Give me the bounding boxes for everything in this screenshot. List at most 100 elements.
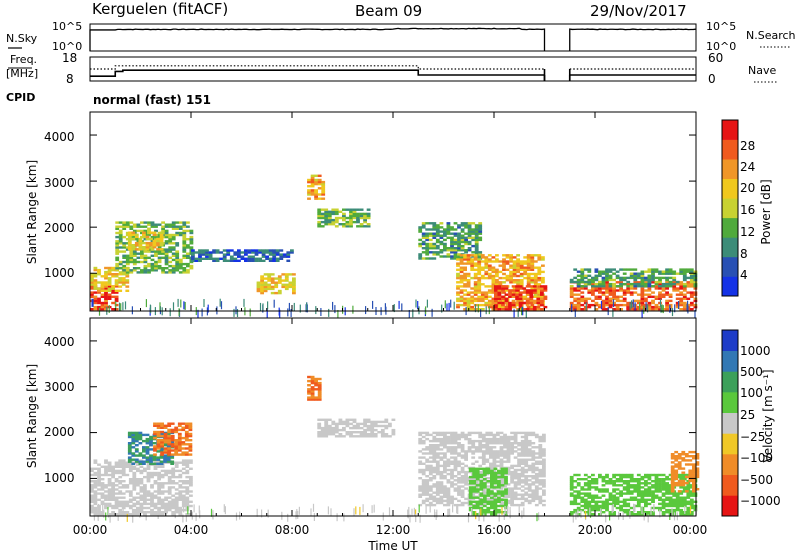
- data-cell: [516, 279, 520, 282]
- data-cell: [439, 487, 444, 490]
- data-cell: [472, 511, 477, 514]
- data-cell: [622, 508, 627, 512]
- data-cell: [125, 504, 130, 508]
- data-cell: [150, 264, 155, 268]
- data-cell: [636, 482, 641, 485]
- data-cell: [450, 448, 454, 451]
- data-cell: [693, 506, 698, 510]
- data-cell: [677, 463, 682, 466]
- data-cell: [435, 501, 440, 505]
- data-cell: [175, 227, 180, 230]
- data-cell: [594, 282, 599, 286]
- data-cell: [244, 253, 248, 256]
- data-cell: [608, 496, 613, 499]
- data-cell: [471, 251, 476, 254]
- data-cell: [512, 281, 517, 284]
- data-cell: [425, 448, 430, 451]
- data-cell: [487, 301, 492, 305]
- data-cell: [107, 492, 112, 495]
- data-cell: [537, 303, 542, 307]
- data-cell: [138, 433, 143, 437]
- data-cell: [418, 437, 423, 441]
- data-cell: [118, 461, 123, 464]
- data-cell: [684, 481, 689, 485]
- data-cell: [372, 300, 374, 309]
- data-cell: [164, 267, 169, 270]
- data-cell: [284, 273, 289, 276]
- data-cell: [525, 303, 530, 307]
- noise-right-tick-low: 10^0: [706, 40, 736, 53]
- data-cell: [320, 433, 325, 436]
- power-ylabel: Slant Range [km]: [25, 160, 39, 264]
- data-cell: [189, 461, 193, 464]
- data-cell: [146, 471, 151, 475]
- data-cell: [530, 254, 535, 257]
- data-cell: [605, 283, 609, 286]
- data-cell: [591, 480, 595, 483]
- data-cell: [334, 305, 336, 314]
- data-cell: [435, 452, 440, 455]
- data-cell: [174, 469, 179, 473]
- data-cell: [290, 251, 294, 254]
- data-cell: [651, 506, 655, 510]
- data-cell: [522, 287, 527, 290]
- data-cell: [93, 498, 98, 501]
- data-cell: [518, 297, 523, 300]
- data-cell: [121, 492, 126, 495]
- data-cell: [93, 266, 98, 270]
- data-cell: [626, 480, 631, 483]
- data-cell: [463, 254, 467, 257]
- data-cell: [229, 257, 234, 260]
- data-cell: [450, 501, 454, 505]
- data-cell: [428, 460, 433, 463]
- data-cell: [178, 308, 180, 317]
- data-cell: [594, 480, 599, 483]
- data-cell: [475, 471, 480, 475]
- data-cell: [279, 253, 284, 256]
- data-cell: [198, 249, 202, 252]
- data-cell: [185, 463, 190, 466]
- data-cell: [647, 282, 652, 286]
- data-cell: [122, 256, 127, 259]
- data-cell: [157, 511, 161, 514]
- data-cell: [457, 460, 461, 463]
- data-cell: [460, 247, 465, 250]
- data-cell: [479, 475, 484, 479]
- data-cell: [686, 303, 688, 312]
- data-cell: [541, 256, 545, 259]
- data-cell: [615, 496, 620, 499]
- data-cell: [140, 252, 144, 255]
- data-cell: [493, 502, 498, 506]
- data-cell: [665, 287, 669, 290]
- data-cell: [139, 496, 144, 499]
- data-cell: [580, 500, 585, 503]
- data-cell: [100, 287, 105, 290]
- noise-sky-line: [569, 28, 697, 51]
- data-cell: [240, 255, 245, 258]
- data-cell: [612, 308, 614, 317]
- data-cell: [432, 222, 437, 225]
- data-cell: [198, 257, 202, 260]
- data-cell: [150, 498, 154, 501]
- data-cell: [185, 498, 190, 501]
- data-cell: [168, 246, 173, 249]
- data-cell: [576, 285, 581, 288]
- data-cell: [668, 272, 673, 275]
- data-cell: [157, 492, 161, 495]
- data-cell: [689, 285, 694, 288]
- data-cell: [622, 488, 627, 491]
- data-cell: [498, 276, 503, 280]
- data-cell: [612, 473, 616, 477]
- data-cell: [114, 496, 119, 499]
- data-cell: [263, 287, 268, 291]
- data-cell: [450, 481, 454, 484]
- data-cell: [672, 498, 677, 501]
- data-cell: [220, 301, 223, 310]
- data-cell: [679, 511, 684, 514]
- data-cell: [580, 274, 585, 277]
- data-cell: [644, 473, 648, 477]
- data-cell: [104, 297, 108, 300]
- data-cell: [682, 289, 687, 292]
- data-cell: [104, 273, 108, 276]
- data-cell: [118, 221, 123, 224]
